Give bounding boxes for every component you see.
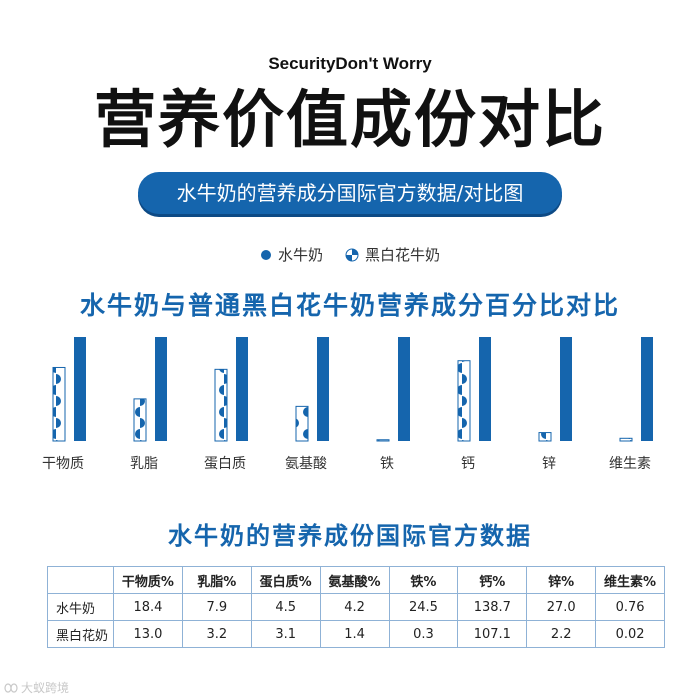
bar-holstein-1: [134, 399, 146, 441]
table-cell: 7.9: [182, 594, 251, 621]
bar-holstein-3: [296, 406, 308, 441]
bar-holstein-2: [215, 369, 227, 441]
bar-holstein-5: [458, 361, 470, 441]
bar-buffalo-5: [479, 337, 491, 441]
bar-holstein-6: [539, 433, 551, 441]
table-cell: 13.0: [114, 621, 183, 648]
table-header-cell: 维生素%: [596, 567, 665, 594]
x-tick-label: 乳脂: [130, 456, 158, 472]
page-title: 营养价值成份对比: [0, 80, 700, 160]
bar-holstein-7: [620, 438, 632, 441]
bar-buffalo-3: [317, 337, 329, 441]
table-cell: 138.7: [458, 594, 527, 621]
bar-chart: 干物质 乳脂 蛋白质 氨基酸 铁 钙 锌 维生素: [0, 330, 700, 480]
legend-item-buffalo: 水牛奶: [260, 244, 323, 265]
legend-label-buffalo: 水牛奶: [278, 244, 323, 265]
x-tick-label: 钙: [461, 456, 475, 472]
table-header-cell: 氨基酸%: [320, 567, 389, 594]
table-cell: 1.4: [320, 621, 389, 648]
subtitle-banner: 水牛奶的营养成分国际官方数据/对比图: [138, 172, 562, 214]
bar-buffalo-0: [74, 337, 86, 441]
table-row-label: 水牛奶: [48, 594, 114, 621]
x-tick-label: 维生素: [609, 456, 651, 472]
table-cell: 2.2: [527, 621, 596, 648]
table-title: 水牛奶的营养成份国际官方数据: [0, 516, 700, 551]
bar-buffalo-4: [398, 337, 410, 441]
table-header-row: 干物质% 乳脂% 蛋白质% 氨基酸% 铁% 钙% 锌% 维生素%: [48, 567, 665, 594]
nutrition-table: 干物质% 乳脂% 蛋白质% 氨基酸% 铁% 钙% 锌% 维生素% 水牛奶 18.…: [47, 566, 665, 648]
ant-logo-icon: [4, 682, 18, 694]
table-cell: 0.3: [389, 621, 458, 648]
table-cell: 3.2: [182, 621, 251, 648]
table-cell: 4.2: [320, 594, 389, 621]
bar-buffalo-6: [560, 337, 572, 441]
table-header-cell: 锌%: [527, 567, 596, 594]
legend-patterned-dot-icon: [345, 248, 359, 262]
table-header-cell: 铁%: [389, 567, 458, 594]
chart-legend: 水牛奶 黑白花牛奶: [0, 244, 700, 265]
bar-buffalo-1: [155, 337, 167, 441]
table-cell: 27.0: [527, 594, 596, 621]
table-header-cell: [48, 567, 114, 594]
table-row: 水牛奶 18.4 7.9 4.5 4.2 24.5 138.7 27.0 0.7…: [48, 594, 665, 621]
table-cell: 4.5: [251, 594, 320, 621]
table-cell: 0.76: [596, 594, 665, 621]
watermark-text: 大蚁跨境: [21, 679, 69, 696]
x-tick-label: 锌: [542, 456, 556, 472]
table-cell: 107.1: [458, 621, 527, 648]
bar-holstein-4: [377, 440, 389, 441]
bar-holstein-0: [53, 367, 65, 441]
table-header-cell: 干物质%: [114, 567, 183, 594]
chart-title: 水牛奶与普通黑白花牛奶营养成分百分比对比: [0, 286, 700, 322]
table-cell: 24.5: [389, 594, 458, 621]
tagline: SecurityDon't Worry: [0, 54, 700, 74]
table-cell: 18.4: [114, 594, 183, 621]
legend-item-holstein: 黑白花牛奶: [345, 244, 440, 265]
bar-buffalo-7: [641, 337, 653, 441]
legend-solid-dot-icon: [260, 249, 272, 261]
table-cell: 0.02: [596, 621, 665, 648]
table-cell: 3.1: [251, 621, 320, 648]
bar-buffalo-2: [236, 337, 248, 441]
table-row-label: 黑白花奶: [48, 621, 114, 648]
x-tick-label: 蛋白质: [204, 456, 246, 472]
table-row: 黑白花奶 13.0 3.2 3.1 1.4 0.3 107.1 2.2 0.02: [48, 621, 665, 648]
legend-label-holstein: 黑白花牛奶: [365, 244, 440, 265]
table-header-cell: 乳脂%: [182, 567, 251, 594]
table-header-cell: 钙%: [458, 567, 527, 594]
table-header-cell: 蛋白质%: [251, 567, 320, 594]
x-tick-label: 干物质: [42, 456, 84, 472]
watermark: 大蚁跨境: [4, 679, 69, 696]
x-tick-label: 铁: [380, 456, 394, 472]
x-tick-label: 氨基酸: [285, 455, 327, 472]
